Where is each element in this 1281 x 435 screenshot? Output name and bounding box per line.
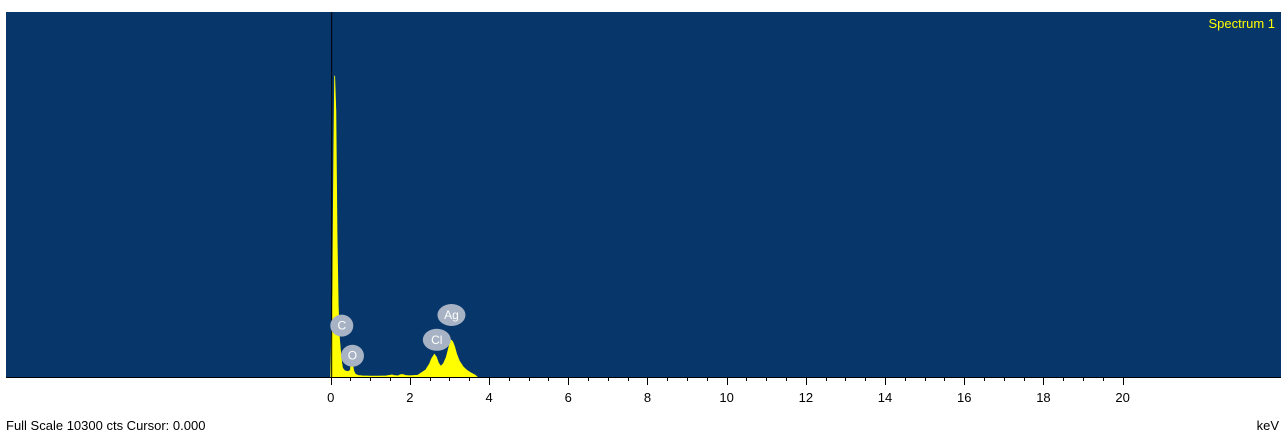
peak-label-o[interactable]: O xyxy=(340,344,364,367)
peak-marker-bubble xyxy=(437,303,466,326)
x-tick-label: 16 xyxy=(957,390,971,405)
x-tick-label: 0 xyxy=(327,390,334,405)
legend-series-name: Spectrum 1 xyxy=(1209,16,1275,31)
status-line: Full Scale 10300 cts Cursor: 0.000 xyxy=(6,418,206,433)
peak-marker-bubble xyxy=(340,344,364,367)
x-axis: 0 2 4 6 8 10 12 14 16 18 20 xyxy=(327,377,1130,405)
spectrum-series-area xyxy=(330,75,479,378)
x-tick-label: 4 xyxy=(485,390,492,405)
peak-label-text: O xyxy=(348,349,357,363)
peak-label-ag[interactable]: Ag xyxy=(437,303,466,326)
x-unit-label: keV xyxy=(1256,418,1279,433)
peak-label-cl[interactable]: Cl xyxy=(422,328,451,351)
plot-area[interactable] xyxy=(6,12,1281,377)
peak-label-text: Ag xyxy=(444,308,459,322)
peak-marker-bubble xyxy=(422,328,451,351)
peak-label-text: C xyxy=(337,319,346,333)
x-tick-label: 20 xyxy=(1115,390,1129,405)
x-tick-label: 10 xyxy=(719,390,733,405)
x-tick-label: 6 xyxy=(565,390,572,405)
x-tick-label: 8 xyxy=(644,390,651,405)
peak-marker-bubble xyxy=(330,314,354,337)
x-tick-label: 14 xyxy=(878,390,892,405)
x-tick-label: 18 xyxy=(1036,390,1050,405)
peak-label-c[interactable]: C xyxy=(330,314,354,337)
x-tick-label: 2 xyxy=(406,390,413,405)
peak-label-text: Cl xyxy=(431,333,442,347)
x-tick-label: 12 xyxy=(799,390,813,405)
